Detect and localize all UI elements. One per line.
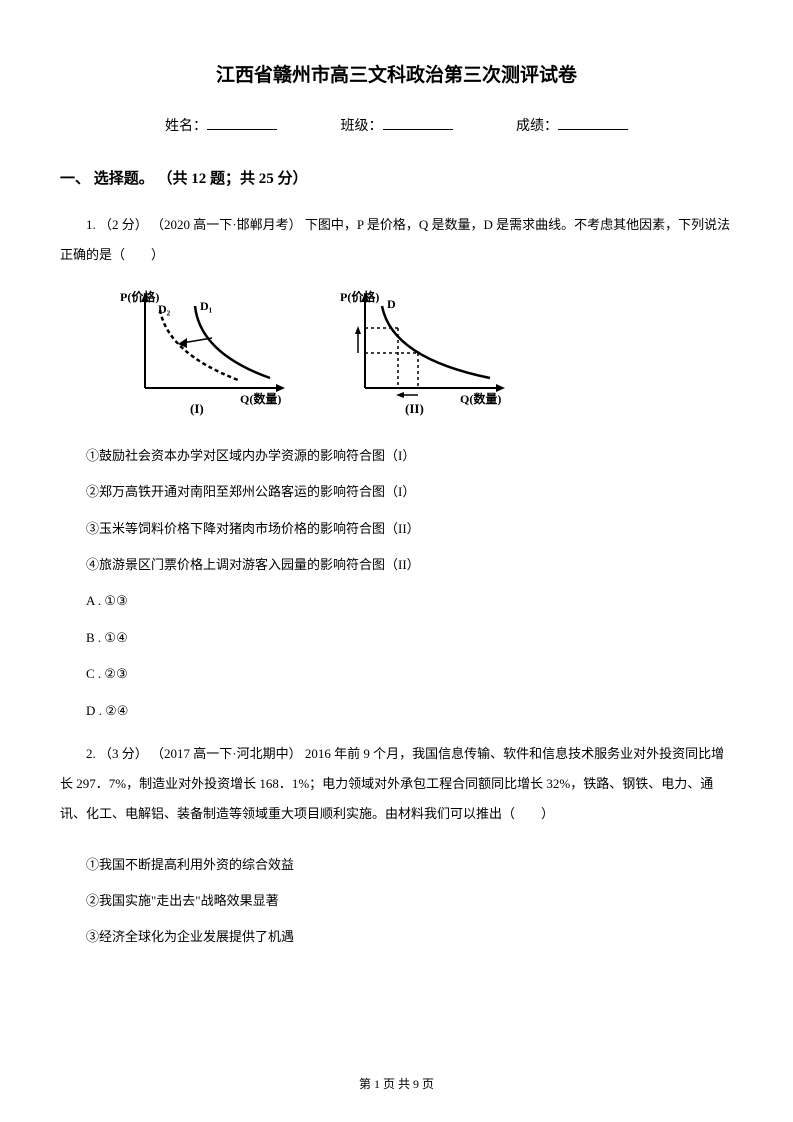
chart1-p-label: P(价格) [120, 289, 159, 304]
chart1-d1-label: D₁ [200, 299, 213, 313]
chart2-d-label: D [387, 297, 396, 311]
chart-2: P(价格) D Q(数量) (II) [340, 288, 520, 418]
q2-s1: ①我国不断提高利用外资的综合效益 [60, 847, 733, 883]
chart1-q-label: Q(数量) [240, 391, 281, 406]
q1-opt-c: C . ②③ [60, 656, 733, 692]
page-footer: 第 1 页 共 9 页 [0, 1075, 793, 1092]
class-label: 班级： [341, 119, 383, 134]
q1-opt-b: B . ①④ [60, 620, 733, 656]
name-blank [207, 129, 277, 130]
chart2-p-label: P(价格) [340, 289, 379, 304]
charts-container: P(价格) D₂ D₁ Q(数量) (I) P(价格) D Q(数量) (II) [120, 288, 733, 418]
q2-s2: ②我国实施"走出去"战略效果显著 [60, 883, 733, 919]
chart2-q-label: Q(数量) [460, 391, 501, 406]
chart-1: P(价格) D₂ D₁ Q(数量) (I) [120, 288, 300, 418]
chart1-d2-label: D₂ [158, 302, 171, 316]
q1-opt-a: A . ①③ [60, 583, 733, 619]
q1-stem: 1. （2 分） （2020 高一下·邯郸月考） 下图中，P 是价格，Q 是数量… [60, 210, 733, 270]
info-line: 姓名： 班级： 成绩： [60, 115, 733, 135]
score-blank [558, 129, 628, 130]
q1-opt-d: D . ②④ [60, 693, 733, 729]
class-blank [383, 129, 453, 130]
q1-s2: ②郑万高铁开通对南阳至郑州公路客运的影响符合图（I） [60, 474, 733, 510]
score-label: 成绩： [516, 119, 558, 134]
exam-title: 江西省赣州市高三文科政治第三次测评试卷 [60, 60, 733, 87]
section-heading: 一、 选择题。 （共 12 题；共 25 分） [60, 167, 733, 188]
q1-s4: ④旅游景区门票价格上调对游客入园量的影响符合图（II） [60, 547, 733, 583]
q1-s1: ①鼓励社会资本办学对区域内办学资源的影响符合图（I） [60, 438, 733, 474]
q2-s3: ③经济全球化为企业发展提供了机遇 [60, 919, 733, 955]
name-label: 姓名： [165, 119, 207, 134]
q1-s3: ③玉米等饲料价格下降对猪肉市场价格的影响符合图（II） [60, 511, 733, 547]
chart1-caption: (I) [190, 401, 204, 416]
q2-stem: 2. （3 分） （2017 高一下·河北期中） 2016 年前 9 个月，我国… [60, 739, 733, 829]
chart2-caption: (II) [405, 401, 424, 416]
